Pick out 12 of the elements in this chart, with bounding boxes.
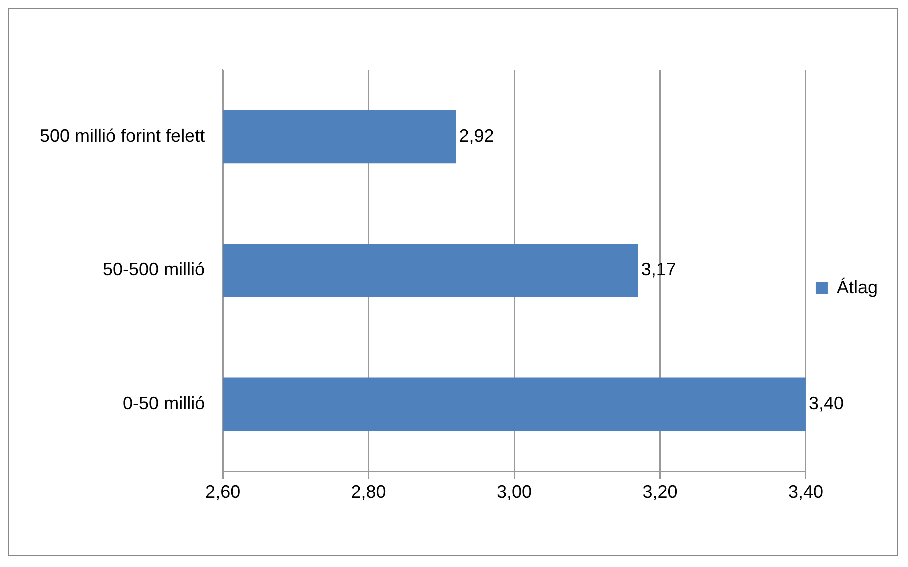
data-label: 3,40 (808, 393, 844, 414)
x-tick-label: 2,60 (206, 482, 241, 502)
data-label: 2,92 (459, 126, 494, 146)
x-tick-label: 3,00 (497, 482, 532, 502)
x-tick-label: 2,80 (351, 482, 386, 502)
y-tick-label: 0-50 millió (123, 393, 206, 414)
legend-label: Átlag (836, 277, 878, 298)
data-label: 3,17 (641, 260, 676, 280)
y-tick-label: 50-500 millió (103, 260, 206, 280)
x-tick-label: 3,20 (642, 482, 678, 502)
y-tick-label: 500 millió forint felett (40, 126, 206, 146)
x-tick-label: 3,40 (788, 482, 824, 502)
